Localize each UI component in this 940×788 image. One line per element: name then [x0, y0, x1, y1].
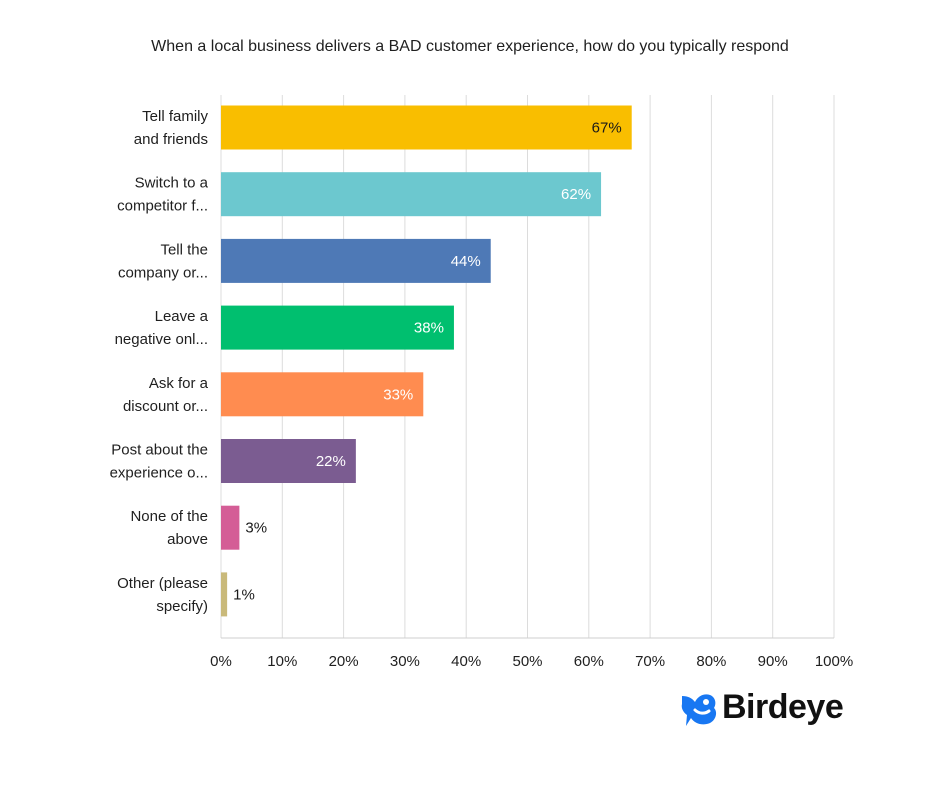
category-label: and friends	[134, 131, 208, 148]
bars	[221, 105, 632, 617]
birdeye-logo: Birdeye	[678, 684, 868, 736]
bar	[221, 372, 424, 417]
category-label: Tell family	[142, 108, 208, 125]
category-label: specify)	[156, 598, 208, 615]
category-label: negative onl...	[115, 331, 208, 348]
value-labels: 67% 62% 44% 38% 33% 22% 3% 1%	[233, 120, 622, 604]
brand-name: Birdeye	[722, 688, 844, 726]
bar	[221, 439, 356, 483]
x-tick-label: 0%	[210, 653, 232, 670]
category-labels: Tell family and friends Switch to a competi…	[110, 108, 209, 615]
value-label: 3%	[245, 520, 267, 537]
x-tick-label: 70%	[635, 653, 665, 670]
x-tick-label: 90%	[758, 653, 788, 670]
bird-icon	[681, 694, 717, 726]
value-label: 33%	[383, 386, 413, 403]
category-label: Switch to a	[135, 175, 209, 192]
value-label: 67%	[592, 120, 622, 137]
x-tick-label: 40%	[451, 653, 481, 670]
category-label: None of the	[130, 508, 208, 525]
value-label: 44%	[451, 253, 481, 270]
value-label: 38%	[414, 320, 444, 337]
x-tick-label: 60%	[574, 653, 604, 670]
category-label: discount or...	[123, 398, 208, 415]
bar	[221, 572, 228, 617]
grid-lines	[220, 95, 835, 639]
category-label: Leave a	[155, 308, 209, 325]
x-tick-label: 100%	[815, 653, 853, 670]
category-label: Tell the	[160, 241, 208, 258]
category-label: above	[167, 531, 208, 548]
chart-title: When a local business delivers a BAD cus…	[151, 38, 789, 55]
bar	[221, 238, 491, 283]
category-label: Post about the	[111, 442, 208, 459]
category-label: experience o...	[110, 465, 208, 482]
category-label: company or...	[118, 264, 208, 281]
bar	[221, 105, 632, 150]
bar	[221, 305, 454, 350]
x-tick-label: 80%	[696, 653, 726, 670]
x-tick-label: 50%	[512, 653, 542, 670]
x-tick-label: 10%	[267, 653, 297, 670]
bar	[221, 172, 602, 217]
category-label: Ask for a	[149, 375, 209, 392]
bar	[221, 505, 240, 550]
value-label: 1%	[233, 586, 255, 603]
value-label: 22%	[316, 453, 346, 470]
x-tick-label: 30%	[390, 653, 420, 670]
category-label: Other (please	[117, 575, 208, 592]
value-label: 62%	[561, 186, 591, 203]
x-tick-label: 20%	[329, 653, 359, 670]
x-axis-ticks: 0% 10% 20% 30% 40% 50% 60% 70% 80% 90% 100%	[210, 653, 853, 670]
category-label: competitor f...	[117, 198, 208, 215]
